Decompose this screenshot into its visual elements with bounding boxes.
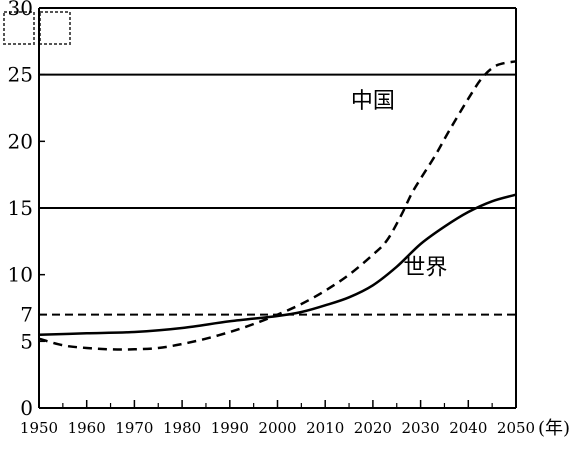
x-axis-unit: (年) (538, 418, 570, 439)
x-tick-label-2030: 2030 (402, 419, 440, 437)
y-tick-label-10: 10 (8, 263, 33, 287)
y-tick-label-15: 15 (8, 196, 33, 220)
x-tick-label-1950: 1950 (20, 419, 58, 437)
y-tick-label-20: 20 (8, 129, 33, 153)
x-tick-label-2020: 2020 (354, 419, 392, 437)
x-tick-label-1990: 1990 (211, 419, 249, 437)
x-tick-label-1980: 1980 (163, 419, 201, 437)
y-tick-label-25: 25 (8, 63, 33, 87)
x-tick-label-2000: 2000 (258, 419, 296, 437)
y-tick-label-5: 5 (20, 329, 33, 353)
y-tick-label-0: 0 (20, 396, 33, 420)
series-lines (38, 60, 517, 351)
x-tick-label-1970: 1970 (115, 419, 153, 437)
series-label-1: 世界 (403, 256, 447, 281)
y-tick-label-30: 30 (8, 0, 33, 20)
y-tick-label-7: 7 (20, 303, 33, 327)
series-line-1 (38, 193, 517, 336)
x-tick-label-1960: 1960 (68, 419, 106, 437)
series-line-0 (38, 60, 517, 351)
series-label-0: 中国 (351, 89, 395, 114)
x-tick-label-2050: 2050 (497, 419, 535, 437)
axes: 0 57 10 15 20 25 30 1950 1960 1970 1980 1990 2000 201… (8, 0, 536, 437)
x-tick-label-2040: 2040 (449, 419, 487, 437)
x-tick-label-2010: 2010 (306, 419, 344, 437)
